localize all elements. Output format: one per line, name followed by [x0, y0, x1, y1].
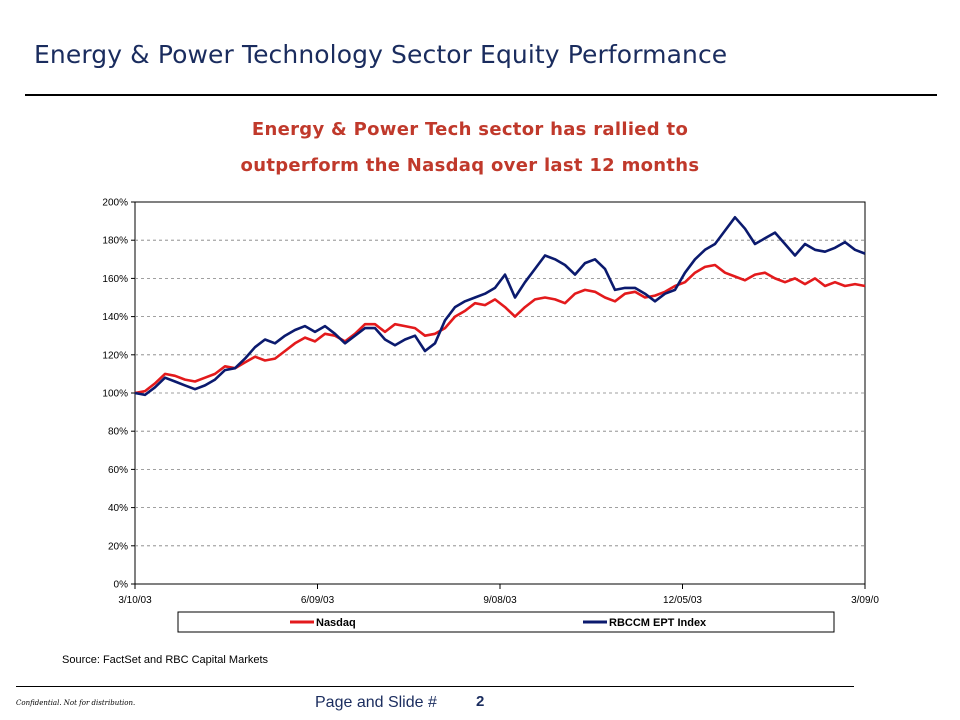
slide-title: Energy & Power Technology Sector Equity …	[34, 40, 728, 69]
series-nasdaq-line	[134, 263, 866, 395]
x-tick-label: 6/09/03	[301, 595, 335, 606]
x-tick-label: 3/09/0	[851, 595, 879, 606]
chart-headline-line1: Energy & Power Tech sector has rallied t…	[251, 119, 689, 140]
y-tick-label: 140%	[102, 312, 128, 323]
confidential-note: Confidential. Not for distribution.	[16, 699, 136, 707]
y-tick-label: 20%	[108, 541, 128, 552]
legend-label-rbccm: RBCCM EPT Index	[609, 617, 707, 629]
page-number: 2	[476, 693, 485, 710]
page-label: Page and Slide #	[315, 694, 437, 711]
performance-line-chart: 0% 20% 40% 60% 80% 100% 120% 140% 160% 180% 200% 3…	[102, 198, 879, 633]
y-tick-label: 40%	[108, 503, 128, 514]
x-tick-label: 3/10/03	[118, 595, 152, 606]
footer-divider	[16, 686, 854, 687]
y-tick-label: 120%	[102, 350, 128, 361]
source-note: Source: FactSet and RBC Capital Markets	[62, 654, 269, 666]
y-tick-label: 100%	[102, 389, 128, 400]
chart-headline-line2: outperform the Nasdaq over last 12 month…	[240, 155, 700, 176]
y-tick-label: 60%	[108, 465, 128, 476]
series-lines	[134, 216, 866, 397]
y-tick-label: 200%	[102, 198, 128, 209]
y-tick-label: 160%	[102, 274, 128, 285]
y-tick-label: 0%	[114, 580, 129, 591]
y-tick-label: 180%	[102, 236, 128, 247]
y-tick-label: 80%	[108, 427, 128, 438]
x-tick-label: 12/05/03	[663, 595, 702, 606]
x-axis: 3/10/03 6/09/03 9/08/03 12/05/03 3/09/0	[118, 584, 879, 606]
chart-legend: Nasdaq RBCCM EPT Index	[177, 611, 835, 633]
x-tick-label: 9/08/03	[483, 595, 517, 606]
y-axis: 0% 20% 40% 60% 80% 100% 120% 140% 160% 180% 200%	[102, 198, 135, 591]
series-rbccm-line	[134, 216, 866, 397]
gridlines	[135, 239, 865, 547]
title-divider	[25, 94, 937, 96]
legend-label-nasdaq: Nasdaq	[316, 617, 356, 629]
legend-box	[177, 611, 835, 633]
